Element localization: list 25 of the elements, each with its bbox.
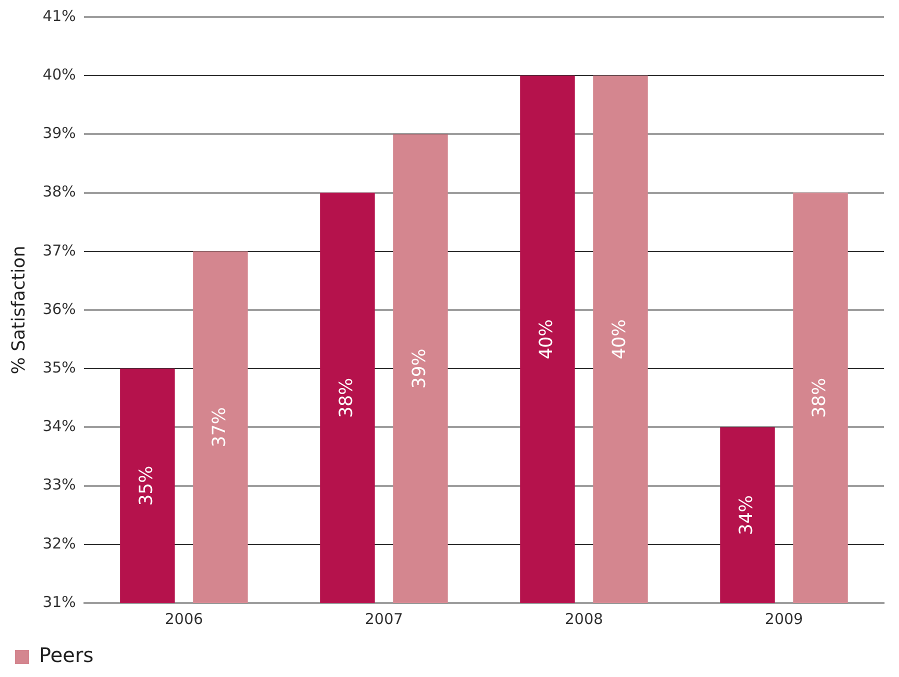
- data-label: 37%: [209, 407, 230, 448]
- y-tick-label: 32%: [42, 534, 76, 552]
- y-tick-label: 36%: [42, 300, 76, 318]
- y-tick-label: 38%: [42, 182, 76, 201]
- y-tick-label: 37%: [42, 241, 76, 260]
- data-label: 35%: [136, 466, 158, 506]
- legend-label: Peers: [39, 643, 94, 668]
- x-tick-label: 2006: [164, 610, 204, 628]
- x-tick-label: 2008: [564, 610, 604, 628]
- y-tick-label: 34%: [42, 417, 76, 436]
- data-label: 40%: [536, 319, 558, 360]
- x-tick-label: 2009: [764, 610, 804, 628]
- data-label: 40%: [609, 319, 630, 360]
- y-tick-label: 41%: [42, 6, 76, 25]
- y-axis-title: % Satisfaction: [8, 246, 30, 374]
- y-tick-label: 33%: [42, 476, 76, 494]
- x-tick-label: 2007: [364, 610, 404, 628]
- y-tick-label: 40%: [42, 65, 76, 84]
- data-label: 38%: [336, 378, 358, 418]
- y-tick-label: 35%: [42, 358, 76, 376]
- data-label: 38%: [809, 378, 830, 418]
- y-tick-label: 39%: [42, 124, 76, 142]
- data-label: 39%: [409, 348, 430, 389]
- data-label: 34%: [736, 495, 758, 536]
- y-tick-label: 31%: [42, 592, 76, 611]
